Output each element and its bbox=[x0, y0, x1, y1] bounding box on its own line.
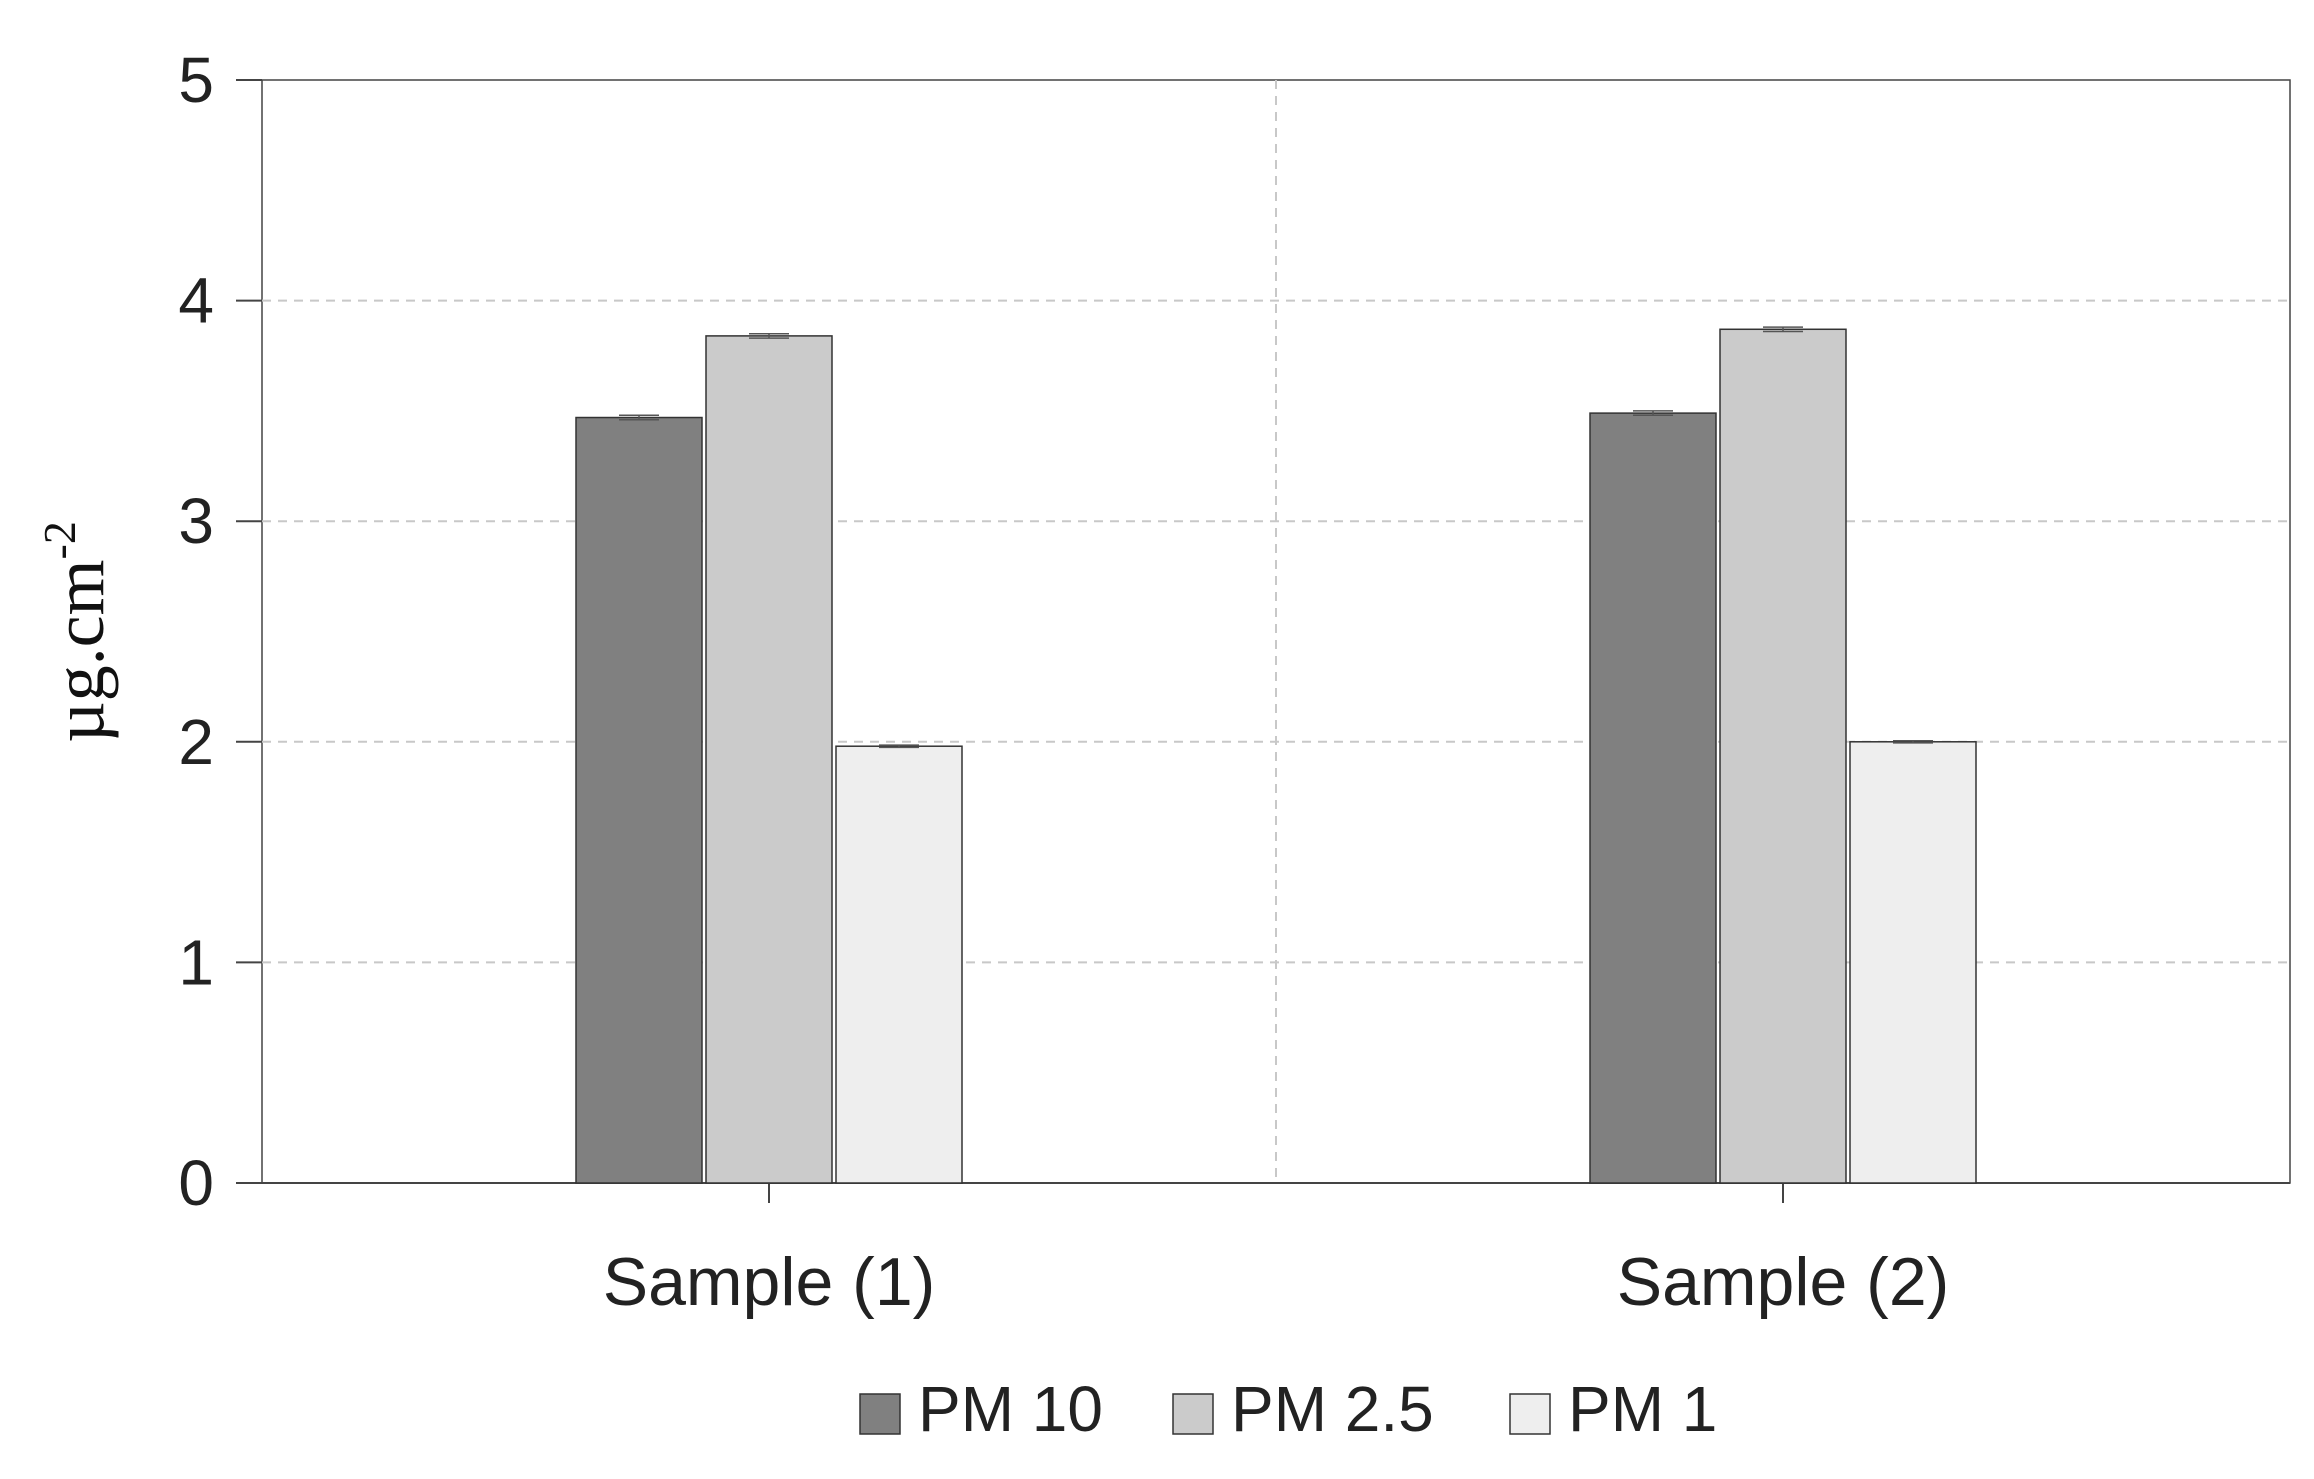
bar bbox=[1849, 741, 1977, 1184]
bar bbox=[835, 745, 963, 1184]
legend-swatch bbox=[1509, 1393, 1551, 1435]
y-axis-label: µg.cm-2 bbox=[34, 521, 119, 743]
bar bbox=[705, 335, 833, 1184]
y-tick-label: 2 bbox=[178, 706, 214, 778]
bar bbox=[1719, 328, 1847, 1184]
y-tick-label: 0 bbox=[178, 1147, 214, 1219]
x-category-label: Sample (1) bbox=[603, 1244, 936, 1320]
bar bbox=[1589, 412, 1717, 1184]
bar bbox=[575, 416, 703, 1184]
legend-label: PM 10 bbox=[918, 1373, 1103, 1445]
y-tick-label: 3 bbox=[178, 485, 214, 557]
legend-swatch bbox=[1172, 1393, 1214, 1435]
y-tick-label: 5 bbox=[178, 44, 214, 116]
y-tick-label: 4 bbox=[178, 265, 214, 337]
legend-label: PM 2.5 bbox=[1231, 1373, 1434, 1445]
y-tick-label: 1 bbox=[178, 926, 214, 998]
x-category-label: Sample (2) bbox=[1617, 1244, 1950, 1320]
y-axis-label-superscript: -2 bbox=[34, 521, 85, 559]
legend-swatch bbox=[859, 1393, 901, 1435]
y-axis-label-text: µg.cm bbox=[39, 559, 119, 742]
legend-label: PM 1 bbox=[1568, 1373, 1717, 1445]
